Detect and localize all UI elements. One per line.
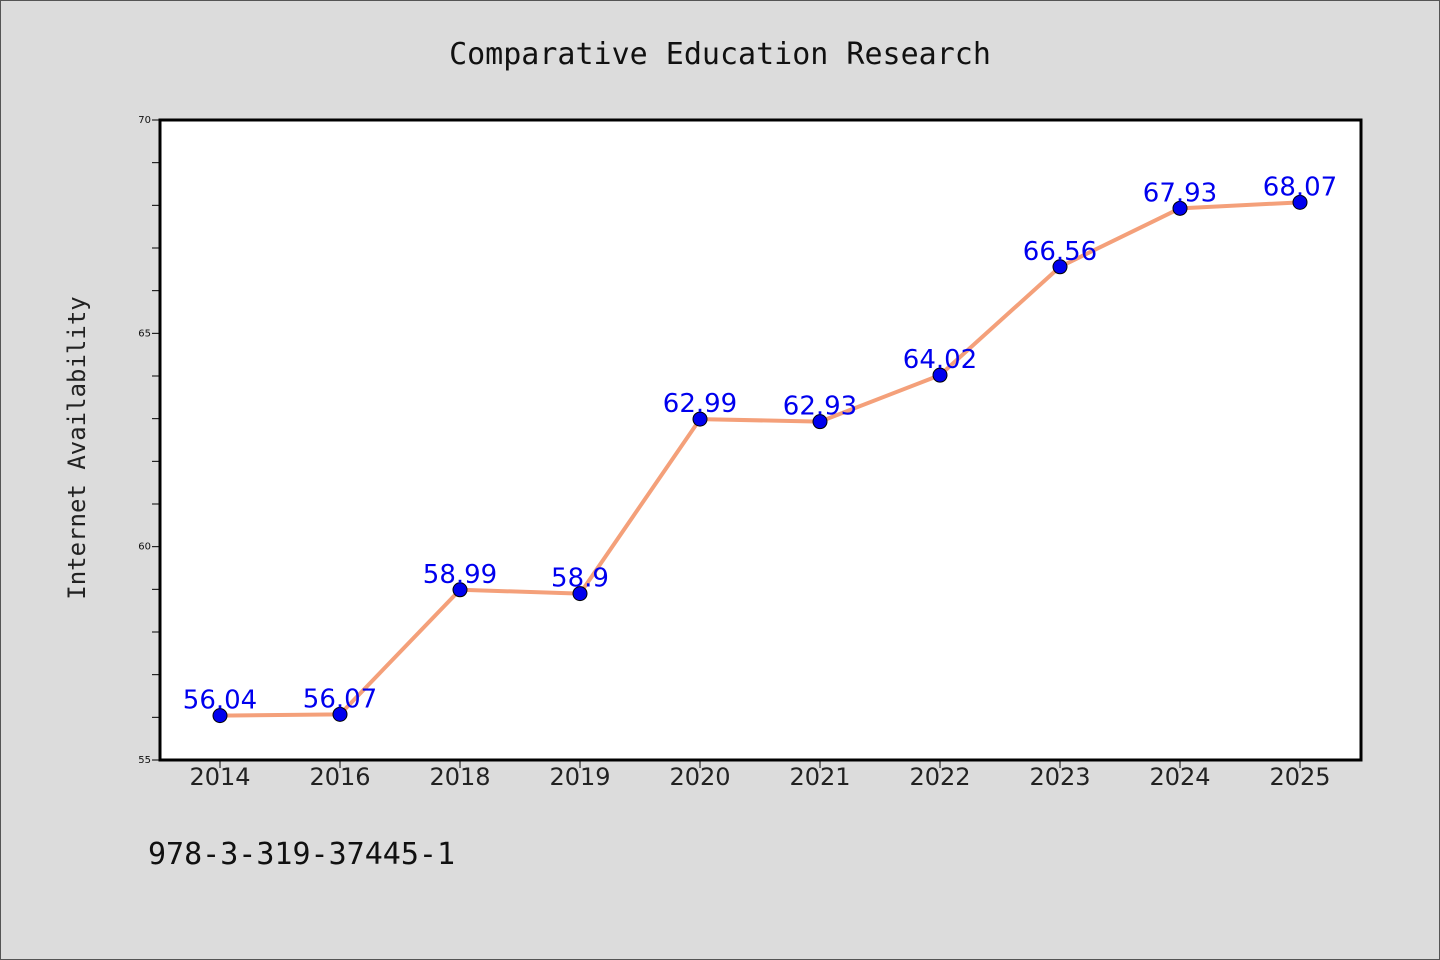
x-tick-label: 2018 — [429, 763, 490, 791]
x-tick-label: 2025 — [1269, 763, 1330, 791]
x-tick-label: 2020 — [669, 763, 730, 791]
x-tick-label: 2019 — [549, 763, 610, 791]
data-label: 67.93 — [1143, 178, 1217, 208]
x-tick-label: 2022 — [909, 763, 970, 791]
x-axis: 2014 2016 2018 2019 2020 2021 2022 2023 2024 2025 — [189, 760, 1331, 791]
series-line — [218, 200, 1302, 718]
x-tick-label: 2024 — [1149, 763, 1210, 791]
data-point — [212, 708, 228, 724]
data-label: 66.56 — [1023, 237, 1097, 267]
y-tick-label: 60 — [138, 542, 151, 553]
data-point — [1052, 259, 1068, 275]
data-label: 56.07 — [303, 684, 377, 714]
data-label: 68.07 — [1263, 172, 1337, 202]
y-tick-label: 70 — [138, 115, 151, 126]
data-label: 58.99 — [423, 560, 497, 590]
data-labels-group: 56.04 56.07 58.99 58.9 62.99 62.93 64.02 66.56 6… — [183, 172, 1337, 715]
x-tick-label: 2021 — [789, 763, 850, 791]
x-tick-label: 2023 — [1029, 763, 1090, 791]
data-point — [1292, 194, 1308, 210]
y-tick-label: 55 — [138, 755, 151, 766]
data-label: 62.99 — [663, 389, 737, 419]
isbn-footer: 978-3-319-37445-1 — [148, 837, 455, 872]
data-label: 62.93 — [783, 392, 857, 422]
x-tick-label: 2016 — [309, 763, 370, 791]
data-point — [812, 414, 828, 430]
y-axis: 55 60 65 70 — [138, 115, 160, 766]
data-label: 56.04 — [183, 686, 257, 716]
data-point — [1172, 200, 1188, 216]
plot-area — [158, 118, 1363, 762]
data-point — [932, 367, 948, 383]
chart-title: Comparative Education Research — [449, 37, 991, 72]
x-tick-label: 2014 — [189, 763, 250, 791]
data-label: 58.9 — [551, 564, 609, 594]
y-tick-label: 65 — [138, 328, 151, 339]
data-label: 64.02 — [903, 345, 977, 375]
y-axis-label: Internet Availability — [63, 296, 91, 599]
data-point — [452, 582, 468, 598]
data-point — [572, 586, 588, 602]
markers-group — [212, 194, 1308, 724]
data-point — [692, 411, 708, 427]
series-line-group — [218, 200, 1302, 718]
data-point — [332, 706, 348, 722]
